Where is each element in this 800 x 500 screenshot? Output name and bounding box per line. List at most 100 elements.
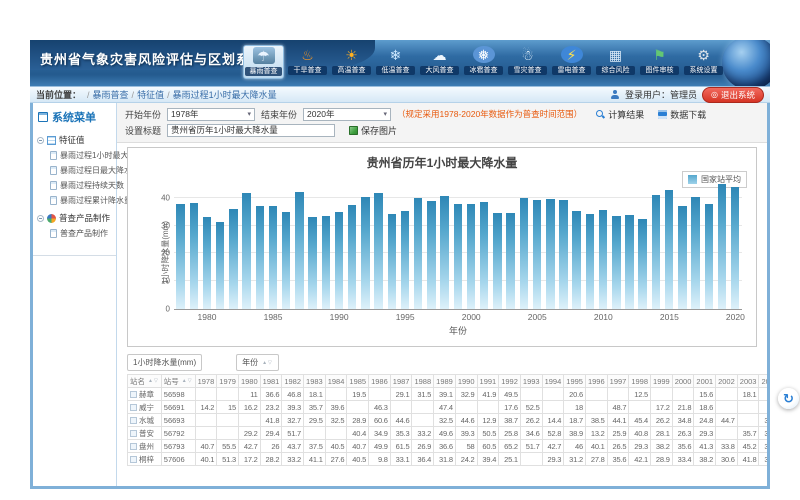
bar-slot-1999[interactable] (451, 184, 464, 309)
calculate-button[interactable]: 计算结果 (596, 108, 644, 121)
bar-slot-1982[interactable] (227, 184, 240, 309)
sidebar-item-0-3[interactable]: 暴雨过程累计降水量 (37, 193, 114, 208)
download-button[interactable]: 数据下载 (658, 108, 706, 121)
nav-item-map-review[interactable]: ⚑图件审核 (639, 45, 680, 79)
bar-slot-1985[interactable] (266, 184, 279, 309)
table-row[interactable]: 赫章565981136.646.818.119.529.131.539.132.… (128, 388, 768, 401)
bar-slot-1995[interactable] (398, 184, 411, 309)
station-id-column-header[interactable]: 站号▲▽ (161, 375, 195, 388)
year-column-header[interactable]: 2001 (694, 375, 716, 388)
nav-item-rainstorm[interactable]: ☂暴雨普查 (243, 45, 284, 79)
expander-icon[interactable] (37, 215, 44, 222)
year-column-header[interactable]: 1986 (369, 375, 391, 388)
bar-slot-1987[interactable] (293, 184, 306, 309)
year-column-header[interactable]: 1980 (238, 375, 260, 388)
year-column-header[interactable]: 1989 (434, 375, 456, 388)
table-row[interactable]: 普安5679229.229.451.740.434.935.333.249.63… (128, 427, 768, 440)
year-column-header[interactable]: 1997 (607, 375, 629, 388)
bar-slot-2015[interactable] (663, 184, 676, 309)
tree-group-toggle-0[interactable]: 特征值 (37, 132, 114, 148)
bar-slot-1983[interactable] (240, 184, 253, 309)
expander-icon[interactable] (37, 137, 44, 144)
year-column-header[interactable]: 1992 (499, 375, 521, 388)
bar-slot-1989[interactable] (319, 184, 332, 309)
year-column-header[interactable]: 1987 (390, 375, 412, 388)
nav-item-snow[interactable]: ☃雪灾普查 (507, 45, 548, 79)
bar-slot-2012[interactable] (623, 184, 636, 309)
bar-slot-1986[interactable] (280, 184, 293, 309)
refresh-floating-button[interactable]: ↻ (778, 388, 799, 409)
bar-slot-1984[interactable] (253, 184, 266, 309)
column-field-chip[interactable]: 年份 ▲▽ (236, 354, 279, 371)
nav-item-heat[interactable]: ☀高温普查 (331, 45, 372, 79)
nav-item-drought[interactable]: ♨干旱普查 (287, 45, 328, 79)
year-column-header[interactable]: 1994 (542, 375, 564, 388)
year-column-header[interactable]: 1988 (412, 375, 434, 388)
bar-slot-1992[interactable] (359, 184, 372, 309)
bar-slot-2020[interactable] (729, 184, 742, 309)
bar-slot-1979[interactable] (187, 184, 200, 309)
bar-slot-2005[interactable] (530, 184, 543, 309)
start-year-select[interactable]: 1978年 ▾ (167, 108, 255, 121)
year-column-header[interactable]: 1996 (585, 375, 607, 388)
year-column-header[interactable]: 1995 (564, 375, 586, 388)
sidebar-item-0-1[interactable]: 暴雨过程日最大降水量 (37, 163, 114, 178)
nav-item-cold[interactable]: ❄低温普查 (375, 45, 416, 79)
bar-slot-2000[interactable] (464, 184, 477, 309)
year-column-header[interactable]: 1978 (195, 375, 217, 388)
end-year-select[interactable]: 2020年 ▾ (303, 108, 391, 121)
tree-group-toggle-1[interactable]: 普查产品制作 (37, 210, 114, 226)
nav-item-wind[interactable]: ☁大风普查 (419, 45, 460, 79)
bar-slot-2016[interactable] (676, 184, 689, 309)
nav-item-settings[interactable]: ⚙系统设置 (683, 45, 724, 79)
bar-slot-2011[interactable] (610, 184, 623, 309)
year-column-header[interactable]: 1993 (520, 375, 542, 388)
year-column-header[interactable]: 1991 (477, 375, 499, 388)
table-row[interactable]: 水城5669341.832.729.532.528.960.644.632.54… (128, 414, 768, 427)
bar-slot-2014[interactable] (649, 184, 662, 309)
bar-slot-1991[interactable] (346, 184, 359, 309)
value-field-chip[interactable]: 1小时降水量(mm) (127, 354, 202, 371)
bar-slot-2003[interactable] (504, 184, 517, 309)
bar-slot-1980[interactable] (200, 184, 213, 309)
logout-button[interactable]: ◎ 退出系统 (702, 87, 764, 103)
bar-slot-1990[interactable] (332, 184, 345, 309)
bar-slot-2001[interactable] (478, 184, 491, 309)
bar-slot-2008[interactable] (570, 184, 583, 309)
nav-item-lightning[interactable]: ⚡雷电普查 (551, 45, 592, 79)
year-column-header[interactable]: 1998 (629, 375, 651, 388)
year-column-header[interactable]: 1984 (325, 375, 347, 388)
year-column-header[interactable]: 1985 (347, 375, 369, 388)
year-column-header[interactable]: 1982 (282, 375, 304, 388)
nav-item-hail[interactable]: ❅冰雹普查 (463, 45, 504, 79)
bar-slot-2006[interactable] (544, 184, 557, 309)
sidebar-item-0-0[interactable]: 暴雨过程1小时最大降水量 (37, 148, 114, 163)
bar-slot-2019[interactable] (715, 184, 728, 309)
table-row[interactable]: 威宁5669114.21516.223.239.335.739.646.347.… (128, 401, 768, 414)
bar-slot-2013[interactable] (636, 184, 649, 309)
bar-slot-2009[interactable] (583, 184, 596, 309)
sidebar-item-0-2[interactable]: 暴雨过程持续天数 (37, 178, 114, 193)
bar-slot-1981[interactable] (214, 184, 227, 309)
bar-slot-2004[interactable] (517, 184, 530, 309)
table-row[interactable]: 盘州5679340.755.542.72643.737.540.540.749.… (128, 440, 768, 453)
bar-slot-1993[interactable] (372, 184, 385, 309)
station-column-header[interactable]: 站名▲▽ (128, 375, 162, 388)
year-column-header[interactable]: 2002 (716, 375, 738, 388)
bar-slot-2010[interactable] (597, 184, 610, 309)
bar-slot-2018[interactable] (702, 184, 715, 309)
bar-slot-2007[interactable] (557, 184, 570, 309)
chart-title-input[interactable] (167, 124, 335, 137)
breadcrumb-link[interactable]: 特征值 (137, 90, 164, 100)
year-column-header[interactable]: 2004 (759, 375, 767, 388)
year-column-header[interactable]: 1999 (651, 375, 673, 388)
sidebar-item-1-0[interactable]: 普查产品制作 (37, 226, 114, 241)
year-column-header[interactable]: 2003 (737, 375, 759, 388)
bar-slot-1997[interactable] (425, 184, 438, 309)
bar-slot-1998[interactable] (438, 184, 451, 309)
bar-slot-2002[interactable] (491, 184, 504, 309)
bar-slot-1994[interactable] (385, 184, 398, 309)
save-image-button[interactable]: 保存图片 (349, 124, 397, 137)
year-column-header[interactable]: 1983 (304, 375, 326, 388)
bar-slot-1978[interactable] (174, 184, 187, 309)
